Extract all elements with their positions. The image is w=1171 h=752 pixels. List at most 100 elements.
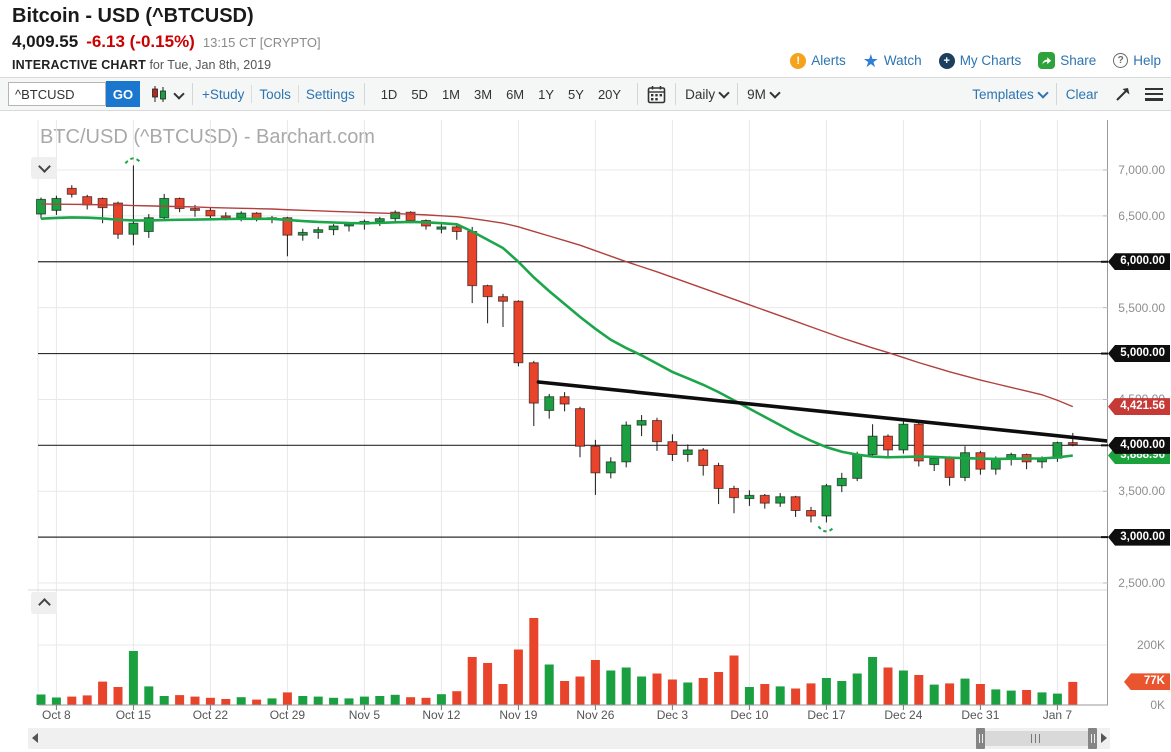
volume-bar — [390, 694, 400, 705]
candle-body — [605, 461, 616, 474]
candle-body — [975, 452, 986, 470]
toolbar-separator — [737, 83, 739, 105]
study-button[interactable]: +Study — [202, 86, 245, 102]
alerts-button[interactable]: ! Alerts — [790, 52, 846, 69]
quote-row: 4,009.55 -6.13 (-0.15%) 13:15 CT [CRYPTO… — [12, 32, 321, 52]
volume-bar — [914, 675, 924, 705]
volume-bar — [36, 694, 46, 705]
range-1d-button[interactable]: 1D — [380, 86, 398, 102]
volume-bar — [744, 687, 754, 705]
share-button[interactable]: Share — [1038, 52, 1096, 69]
action-label: Alerts — [811, 53, 846, 68]
scroll-right-arrow[interactable] — [1101, 733, 1107, 743]
calendar-icon — [647, 85, 666, 103]
volume-bar — [821, 678, 831, 705]
volume-bar — [483, 663, 493, 705]
alert-icon: ! — [790, 52, 807, 69]
scrollbar-left-handle[interactable] — [976, 728, 985, 749]
volume-bar — [1068, 681, 1078, 705]
candle-body — [636, 420, 647, 426]
candle-body — [575, 408, 585, 447]
help-button[interactable]: ? Help — [1113, 53, 1161, 68]
price-axis[interactable]: 7,000.00 6,500.00 6,000.00 5,500.00 5,000.00… — [1108, 0, 1171, 752]
slow-ma-line — [40, 203, 1074, 408]
draw-tool-button[interactable] — [1114, 86, 1131, 103]
candle-body — [790, 496, 801, 511]
date-label: Oct 8 — [42, 708, 71, 722]
volume-bar — [436, 694, 446, 705]
toolbar-separator — [675, 83, 677, 105]
range-1m-button[interactable]: 1M — [441, 86, 461, 102]
clear-button[interactable]: Clear — [1065, 86, 1098, 102]
candle-body — [913, 423, 924, 462]
candle-body — [344, 223, 354, 227]
candle-body — [682, 449, 693, 456]
candle-body — [390, 211, 401, 220]
range-6m-button[interactable]: 6M — [506, 86, 525, 102]
frequency-dropdown[interactable]: Daily — [685, 87, 730, 102]
candle-body — [498, 296, 508, 302]
settings-button[interactable]: Settings — [305, 86, 355, 102]
price-pane-collapse-button[interactable] — [31, 157, 57, 179]
volume-pane-collapse-button[interactable] — [31, 592, 57, 614]
volume-bar — [329, 697, 339, 705]
range-5y-button[interactable]: 5Y — [568, 86, 584, 102]
candle-body — [82, 196, 93, 206]
volume-bar — [236, 697, 246, 705]
candle-body — [806, 509, 816, 517]
volume-bar — [282, 692, 292, 705]
volume-bar — [529, 618, 539, 705]
range-5d-button[interactable]: 5D — [411, 86, 428, 102]
volume-bar — [883, 667, 893, 705]
templates-dropdown[interactable]: Templates — [972, 87, 1049, 102]
candle-body — [128, 222, 139, 235]
toolbar-separator — [297, 85, 299, 103]
go-button[interactable]: GO — [106, 81, 140, 107]
trendline-annotation[interactable] — [536, 380, 1108, 443]
date-axis[interactable]: Oct 8 Oct 15 Oct 22 Oct 29 Nov 5 Nov 12 Nov 19… — [28, 708, 1108, 726]
candle-body — [97, 197, 108, 209]
candle-body — [944, 457, 955, 478]
header-divider — [0, 77, 1171, 78]
scrollbar-thumb[interactable] — [985, 731, 1088, 746]
chart-subtitle: INTERACTIVE CHART for Tue, Jan 8th, 2019 — [12, 58, 271, 72]
my-charts-button[interactable]: + My Charts — [938, 52, 1021, 69]
candle-body — [451, 226, 462, 232]
candle-body — [436, 226, 447, 230]
volume-bar — [760, 684, 770, 705]
volume-bar — [975, 684, 985, 705]
last-price: 4,009.55 — [12, 32, 79, 51]
menu-button[interactable] — [1145, 87, 1163, 101]
swing-marker-icon — [124, 157, 143, 165]
axis-label: 7,000.00 — [1118, 163, 1165, 177]
price-flag: 3,000.00 — [1108, 528, 1170, 546]
volume-bar — [590, 660, 600, 705]
volume-bar — [837, 681, 847, 705]
volume-bar — [359, 696, 369, 705]
axis-label: 5,500.00 — [1118, 300, 1165, 315]
range-3m-button[interactable]: 3M — [474, 86, 493, 102]
price-flag: 4,000.00 — [1108, 436, 1170, 454]
volume-bar — [606, 670, 616, 705]
volume-bar — [729, 655, 739, 705]
symbol-input[interactable] — [8, 82, 106, 106]
range-1y-button[interactable]: 1Y — [538, 86, 555, 102]
swing-marker-icon — [817, 525, 836, 533]
scroll-left-arrow[interactable] — [32, 733, 38, 743]
date-label: Nov 5 — [348, 708, 381, 722]
chart-type-button[interactable] — [150, 85, 185, 103]
watch-button[interactable]: ★ Watch — [863, 52, 922, 70]
calendar-button[interactable] — [647, 85, 666, 104]
date-label: Oct 22 — [192, 708, 229, 722]
span-dropdown[interactable]: 9M — [747, 87, 781, 102]
candle-body — [652, 420, 662, 443]
scrollbar-right-handle[interactable] — [1088, 728, 1097, 749]
axis-label: 3,500.00 — [1118, 484, 1165, 499]
tools-button[interactable]: Tools — [259, 86, 291, 102]
volume-bar — [960, 678, 970, 705]
chart-plot-area[interactable] — [28, 120, 1108, 710]
volume-bar — [513, 649, 523, 705]
volume-bar — [144, 686, 154, 705]
range-20y-button[interactable]: 20Y — [597, 86, 622, 102]
candle-body — [667, 441, 678, 456]
